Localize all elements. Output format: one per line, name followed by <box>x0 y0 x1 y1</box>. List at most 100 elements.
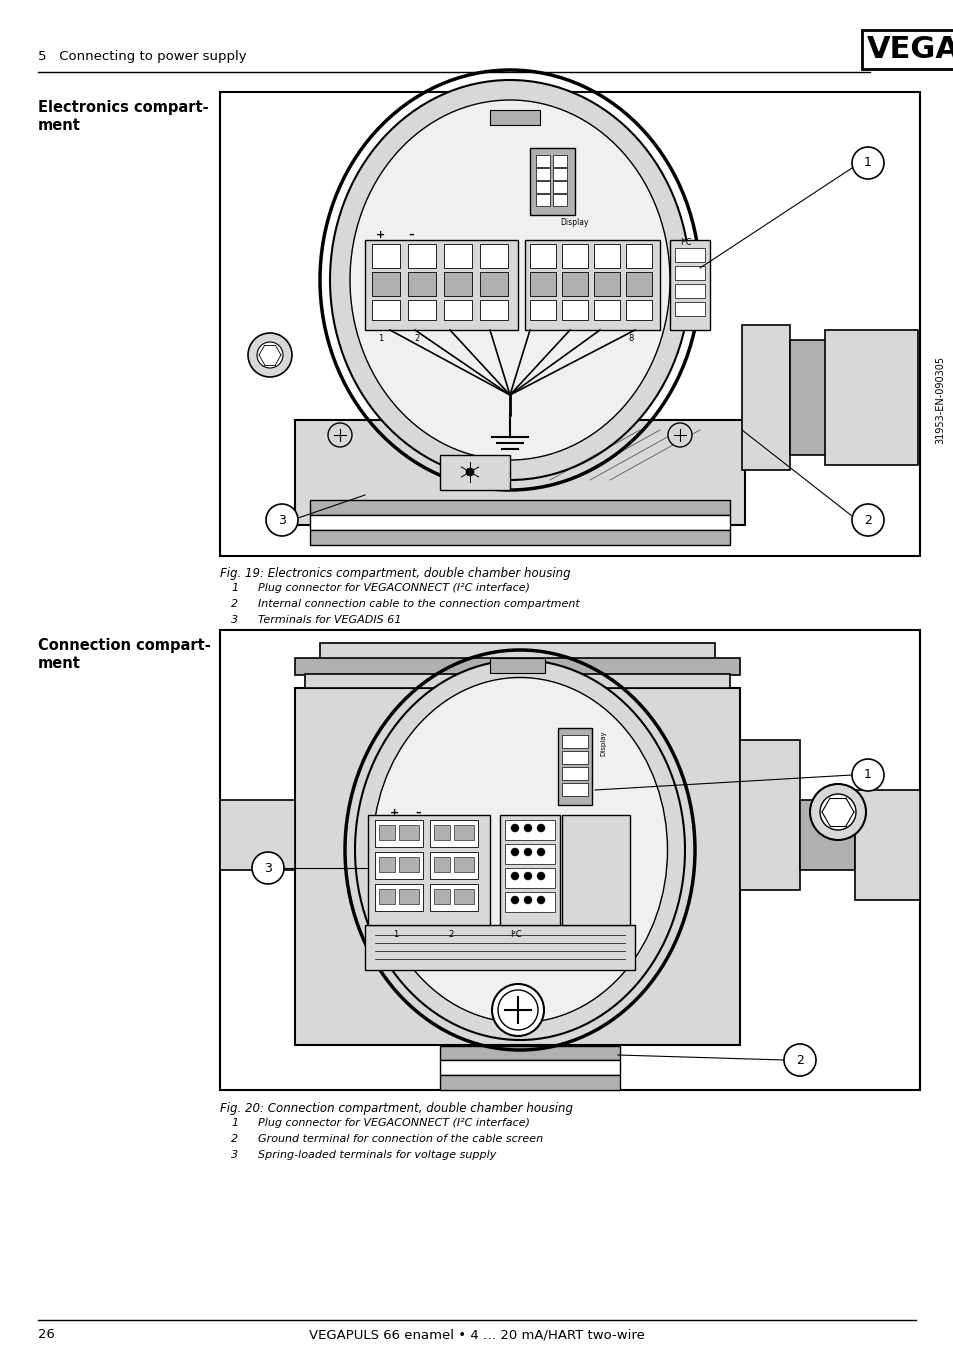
Bar <box>372 301 399 320</box>
Bar <box>675 248 704 263</box>
Bar <box>372 272 399 297</box>
Bar <box>504 892 555 913</box>
Bar <box>530 272 556 297</box>
Circle shape <box>667 422 691 447</box>
Ellipse shape <box>330 80 689 481</box>
Bar <box>504 821 555 839</box>
Text: Terminals for VEGADIS 61: Terminals for VEGADIS 61 <box>257 615 401 626</box>
Bar <box>490 110 539 125</box>
Bar <box>740 741 800 890</box>
Text: 3: 3 <box>231 615 238 626</box>
Bar <box>561 272 587 297</box>
Text: ment: ment <box>38 118 81 133</box>
Text: 1: 1 <box>863 157 871 169</box>
Bar <box>430 884 477 911</box>
Bar <box>479 244 507 268</box>
Bar <box>561 735 587 747</box>
Text: 8: 8 <box>627 334 633 343</box>
Text: Spring-loaded terminals for voltage supply: Spring-loaded terminals for voltage supp… <box>257 1150 496 1160</box>
Circle shape <box>511 825 518 831</box>
Text: 31953-EN-090305: 31953-EN-090305 <box>934 356 944 444</box>
Text: –: – <box>408 230 414 240</box>
Bar <box>479 301 507 320</box>
Bar <box>310 529 729 546</box>
Bar <box>561 751 587 764</box>
Circle shape <box>851 148 883 179</box>
Text: +: + <box>375 230 385 240</box>
Bar <box>294 688 740 1045</box>
Text: Plug connector for VEGACONNECT (I²C interface): Plug connector for VEGACONNECT (I²C inte… <box>257 1118 530 1128</box>
Text: 5   Connecting to power supply: 5 Connecting to power supply <box>38 50 247 64</box>
Circle shape <box>266 504 297 536</box>
Bar <box>398 857 418 872</box>
Bar <box>310 515 729 529</box>
Bar <box>220 92 919 556</box>
Bar <box>378 825 395 839</box>
Bar <box>594 244 619 268</box>
Text: 1: 1 <box>863 769 871 781</box>
Bar <box>530 301 556 320</box>
Bar <box>439 1047 619 1060</box>
Bar <box>454 825 474 839</box>
Bar <box>375 884 422 911</box>
Text: –: – <box>415 808 420 818</box>
Text: Plug connector for VEGACONNECT (I²C interface): Plug connector for VEGACONNECT (I²C inte… <box>257 584 530 593</box>
Bar <box>800 800 854 871</box>
Bar <box>499 815 559 925</box>
Bar <box>439 455 510 490</box>
Bar <box>594 301 619 320</box>
Bar <box>854 789 919 900</box>
Bar <box>220 630 919 1090</box>
Text: I²C: I²C <box>679 238 691 246</box>
Bar <box>398 890 418 904</box>
Text: 1: 1 <box>377 334 383 343</box>
Text: 2: 2 <box>795 1053 803 1067</box>
Bar <box>378 890 395 904</box>
Circle shape <box>465 468 474 477</box>
Bar <box>408 301 436 320</box>
Bar <box>524 240 659 330</box>
Circle shape <box>492 984 543 1036</box>
Bar <box>536 181 550 194</box>
Text: 26: 26 <box>38 1328 55 1340</box>
Bar <box>504 844 555 864</box>
Bar <box>530 244 556 268</box>
Bar <box>378 857 395 872</box>
Bar <box>741 325 789 470</box>
Text: 2: 2 <box>863 513 871 527</box>
Bar <box>675 284 704 298</box>
Bar <box>536 194 550 206</box>
Bar <box>294 420 744 525</box>
Bar <box>372 244 399 268</box>
Text: Connection compart-: Connection compart- <box>38 638 211 653</box>
Bar <box>408 244 436 268</box>
Ellipse shape <box>355 659 684 1040</box>
Circle shape <box>252 852 284 884</box>
Text: 2: 2 <box>448 930 453 940</box>
Bar <box>398 825 418 839</box>
Text: 2: 2 <box>231 1135 238 1144</box>
Circle shape <box>537 848 544 856</box>
Bar <box>669 240 709 330</box>
Bar <box>675 302 704 315</box>
Circle shape <box>256 343 283 368</box>
Bar <box>561 301 587 320</box>
Text: I²C: I²C <box>510 930 521 940</box>
Bar <box>434 890 450 904</box>
Text: 1: 1 <box>231 584 238 593</box>
Bar <box>625 244 651 268</box>
Bar <box>375 852 422 879</box>
Circle shape <box>523 848 532 856</box>
Bar <box>625 301 651 320</box>
Circle shape <box>511 848 518 856</box>
Text: 3: 3 <box>264 861 272 875</box>
Bar <box>824 330 917 464</box>
Text: +: + <box>390 808 399 818</box>
Bar <box>536 168 550 180</box>
Bar <box>294 658 740 676</box>
Text: 1: 1 <box>393 930 397 940</box>
Bar <box>375 821 422 848</box>
Circle shape <box>537 872 544 880</box>
Bar <box>530 148 575 215</box>
Bar <box>561 244 587 268</box>
